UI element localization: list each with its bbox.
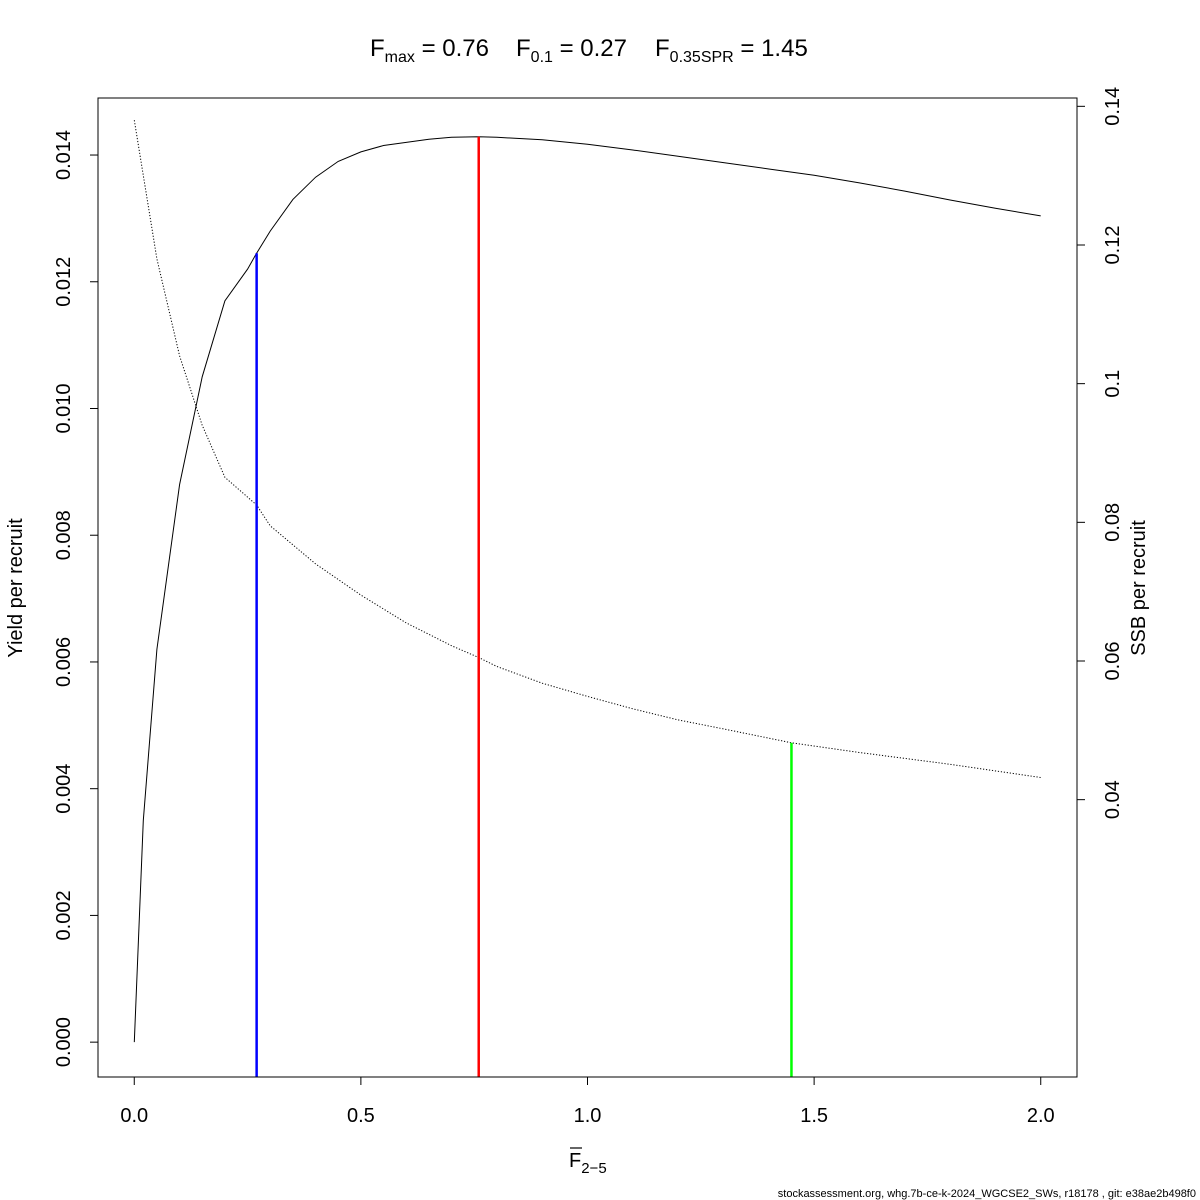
y-right-tick-label: 0.12 bbox=[1102, 226, 1124, 265]
title-fspr: F0.35SPR = 1.45 bbox=[655, 35, 808, 66]
x-tick-label: 0.5 bbox=[347, 1105, 375, 1127]
y-left-tick-label: 0.004 bbox=[53, 764, 75, 814]
y-right-tick-label: 0.08 bbox=[1102, 503, 1124, 542]
x-tick-label: 1.0 bbox=[574, 1105, 602, 1127]
chart-title: Fmax = 0.76 F0.1 = 0.27 F0.35SPR = 1.45 bbox=[370, 35, 808, 66]
y-left-tick-label: 0.014 bbox=[53, 130, 75, 180]
x-axis-label: F2−5 bbox=[569, 1150, 607, 1177]
x-tick-label: 0.0 bbox=[120, 1105, 148, 1127]
x-tick-label: 1.5 bbox=[800, 1105, 828, 1127]
y-left-tick-label: 0.006 bbox=[53, 637, 75, 687]
series-layer bbox=[133, 120, 1041, 1043]
y-left-tick-label: 0.000 bbox=[53, 1017, 75, 1067]
y-right-tick-label: 0.06 bbox=[1102, 642, 1124, 681]
y-left-tick-label: 0.008 bbox=[53, 510, 75, 560]
y-axis-left-label: Yield per recruit bbox=[5, 518, 27, 658]
x-axis-title: F2−5 bbox=[569, 1147, 607, 1177]
y-right-tick-label: 0.04 bbox=[1102, 780, 1124, 819]
y-right-tick-label: 0.1 bbox=[1102, 370, 1124, 398]
x-axis: 0.0 0.5 1.0 1.5 2.0 bbox=[120, 1076, 1055, 1127]
y-left-tick-label: 0.002 bbox=[53, 890, 75, 940]
ssb-per-recruit-line bbox=[133, 120, 1041, 778]
yield-per-recruit-line bbox=[133, 136, 1041, 1043]
title-fmax: Fmax = 0.76 bbox=[370, 35, 489, 66]
y-axis-right: 0.04 0.06 0.08 0.1 0.12 0.14 bbox=[1076, 87, 1124, 819]
x-tick-label: 2.0 bbox=[1027, 1105, 1055, 1127]
title-f01: F0.1 = 0.27 bbox=[516, 35, 627, 66]
y-left-tick-label: 0.010 bbox=[53, 383, 75, 433]
y-left-tick-label: 0.012 bbox=[53, 257, 75, 307]
y-right-tick-label: 0.14 bbox=[1102, 87, 1124, 126]
y-axis-left: 0.000 0.002 0.004 0.006 0.008 0.010 0.012 0.014 bbox=[53, 130, 99, 1067]
plot-frame bbox=[97, 97, 1078, 1078]
reference-lines bbox=[255, 136, 793, 1077]
y-axis-right-label: SSB per recruit bbox=[1128, 520, 1150, 656]
footer-credit: stockassessment.org, whg.7b-ce-k-2024_WG… bbox=[778, 1188, 1196, 1200]
